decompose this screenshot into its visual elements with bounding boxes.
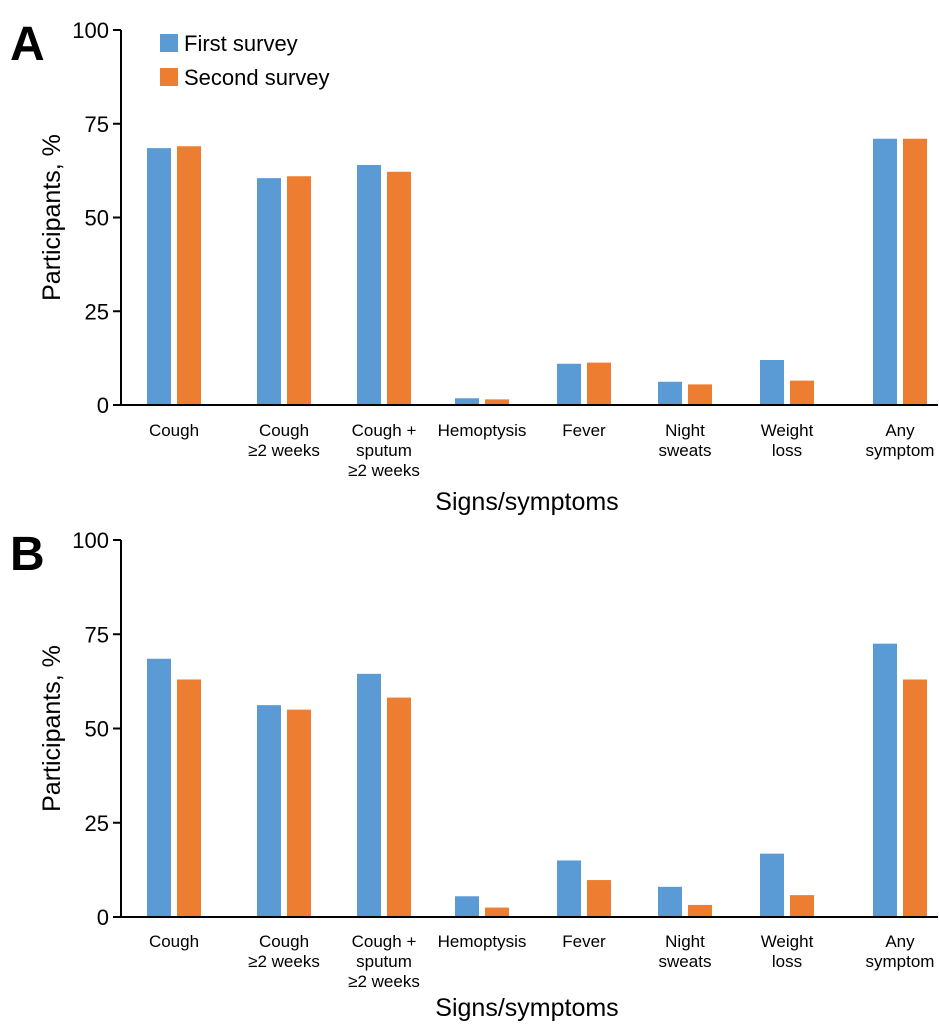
bar-first-survey xyxy=(257,705,281,917)
bar-second-survey xyxy=(790,895,814,917)
x-category-label: Weight xyxy=(761,421,814,440)
bar-second-survey xyxy=(485,908,509,917)
x-category-label: ≥2 weeks xyxy=(348,972,420,991)
bar-second-survey xyxy=(790,381,814,405)
panel-letter: A xyxy=(10,18,45,71)
bar-first-survey xyxy=(658,887,682,917)
x-category-label: Cough xyxy=(149,932,199,951)
bar-second-survey xyxy=(387,698,411,917)
x-category-label: ≥2 weeks xyxy=(348,461,420,480)
legend-label: Second survey xyxy=(184,65,330,90)
bar-second-survey xyxy=(387,172,411,405)
x-category-label: loss xyxy=(772,441,802,460)
panel-letter: B xyxy=(10,528,45,581)
bar-first-survey xyxy=(455,398,479,405)
bar-second-survey xyxy=(177,679,201,917)
x-category-label: Weight xyxy=(761,932,814,951)
bar-first-survey xyxy=(147,659,171,917)
x-category-label: Night xyxy=(665,932,705,951)
legend-label: First survey xyxy=(184,31,298,56)
bar-second-survey xyxy=(688,905,712,917)
bar-first-survey xyxy=(257,178,281,405)
bar-first-survey xyxy=(357,674,381,917)
x-category-label: sputum xyxy=(356,441,412,460)
x-axis-title: Signs/symptoms xyxy=(435,994,618,1022)
y-tick-label: 50 xyxy=(85,206,109,231)
x-category-label: Any xyxy=(885,421,915,440)
bar-second-survey xyxy=(903,679,927,917)
x-category-label: Any xyxy=(885,932,915,951)
x-category-label: sweats xyxy=(659,441,712,460)
bar-second-survey xyxy=(287,710,311,917)
bar-second-survey xyxy=(587,880,611,917)
x-category-label: ≥2 weeks xyxy=(248,952,320,971)
legend-swatch xyxy=(160,34,178,52)
bar-first-survey xyxy=(658,382,682,405)
bar-second-survey xyxy=(287,176,311,405)
bar-second-survey xyxy=(903,139,927,405)
bar-first-survey xyxy=(760,854,784,917)
x-category-label: Cough xyxy=(149,421,199,440)
x-category-label: Cough xyxy=(259,932,309,951)
x-category-label: Hemoptysis xyxy=(438,932,527,951)
x-axis-title: Signs/symptoms xyxy=(435,488,618,516)
bar-first-survey xyxy=(557,860,581,917)
y-axis-title: Participants, % xyxy=(38,134,66,301)
x-category-label: ≥2 weeks xyxy=(248,441,320,460)
bar-second-survey xyxy=(177,146,201,405)
bar-first-survey xyxy=(357,165,381,405)
x-category-label: sputum xyxy=(356,952,412,971)
x-category-label: symptom xyxy=(866,441,935,460)
y-tick-label: 75 xyxy=(85,112,109,137)
y-tick-label: 75 xyxy=(85,622,109,647)
bar-first-survey xyxy=(557,364,581,405)
y-tick-label: 50 xyxy=(85,717,109,742)
x-category-label: loss xyxy=(772,952,802,971)
bar-second-survey xyxy=(587,363,611,405)
x-category-label: Cough xyxy=(259,421,309,440)
bar-first-survey xyxy=(760,360,784,405)
x-category-label: Hemoptysis xyxy=(438,421,527,440)
x-category-label: Cough + xyxy=(352,421,417,440)
bar-second-survey xyxy=(688,384,712,405)
x-category-label: Fever xyxy=(562,421,606,440)
y-tick-label: 100 xyxy=(72,528,109,553)
y-tick-label: 0 xyxy=(97,393,109,418)
y-tick-label: 25 xyxy=(85,299,109,324)
x-category-label: symptom xyxy=(866,952,935,971)
x-category-label: Cough + xyxy=(352,932,417,951)
y-tick-label: 25 xyxy=(85,811,109,836)
y-tick-label: 100 xyxy=(72,18,109,43)
bar-first-survey xyxy=(873,139,897,405)
y-tick-label: 0 xyxy=(97,905,109,930)
legend-swatch xyxy=(160,68,178,86)
bar-first-survey xyxy=(147,148,171,405)
y-axis-title: Participants, % xyxy=(38,645,66,812)
x-category-label: sweats xyxy=(659,952,712,971)
bar-first-survey xyxy=(455,896,479,917)
bar-first-survey xyxy=(873,644,897,917)
x-category-label: Fever xyxy=(562,932,606,951)
x-category-label: Night xyxy=(665,421,705,440)
